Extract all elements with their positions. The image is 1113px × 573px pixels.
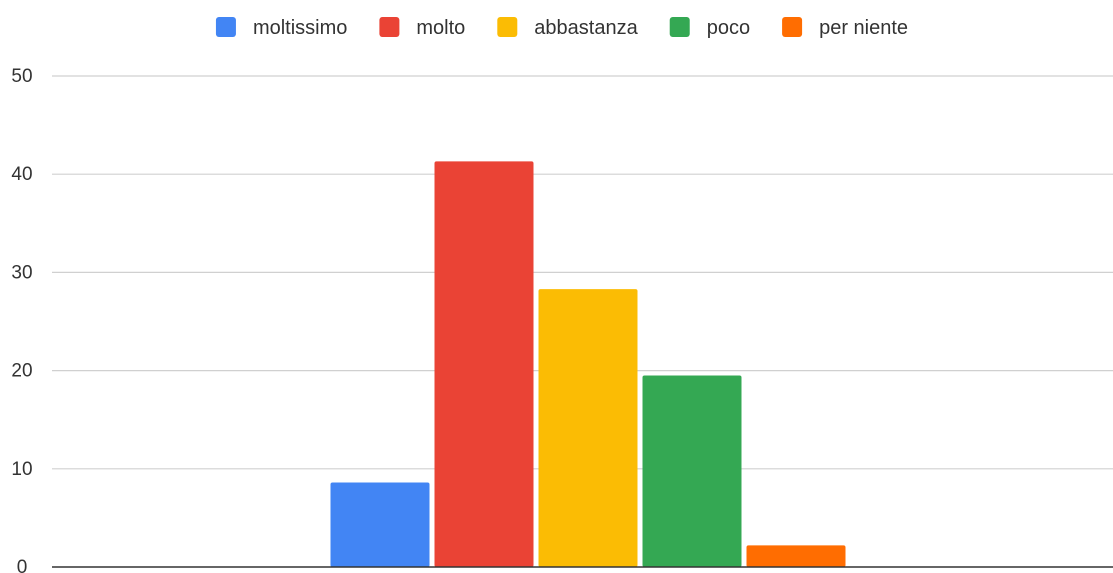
bar-poco[interactable] bbox=[642, 375, 742, 567]
y-tick-label: 10 bbox=[11, 459, 32, 480]
y-tick-label: 20 bbox=[11, 361, 32, 382]
y-tick-label: 40 bbox=[11, 164, 32, 185]
bar-per-niente[interactable] bbox=[746, 545, 846, 567]
legend: moltissimo molto abbastanza poco per niente bbox=[215, 17, 908, 39]
legend-swatch-molto[interactable] bbox=[379, 17, 400, 37]
bar-molto[interactable] bbox=[434, 161, 534, 567]
legend-label: poco bbox=[707, 17, 750, 39]
legend-swatch-per-niente[interactable] bbox=[782, 17, 803, 37]
legend-label: molto bbox=[416, 17, 465, 39]
bar-abbastanza[interactable] bbox=[538, 289, 638, 567]
bar-moltissimo[interactable] bbox=[330, 482, 430, 567]
y-tick-label: 0 bbox=[17, 557, 28, 573]
legend-label: per niente bbox=[819, 17, 908, 39]
legend-swatch-poco[interactable] bbox=[669, 17, 690, 37]
legend-swatch-abbastanza[interactable] bbox=[497, 17, 518, 37]
bars bbox=[330, 161, 846, 567]
legend-swatch-moltissimo[interactable] bbox=[215, 17, 236, 37]
y-axis-ticks: 0 10 20 30 40 50 bbox=[11, 66, 32, 573]
legend-label: abbastanza bbox=[534, 17, 638, 39]
y-tick-label: 30 bbox=[11, 262, 32, 283]
y-tick-label: 50 bbox=[11, 66, 32, 87]
gridlines bbox=[52, 75, 1113, 470]
legend-label: moltissimo bbox=[253, 17, 347, 39]
